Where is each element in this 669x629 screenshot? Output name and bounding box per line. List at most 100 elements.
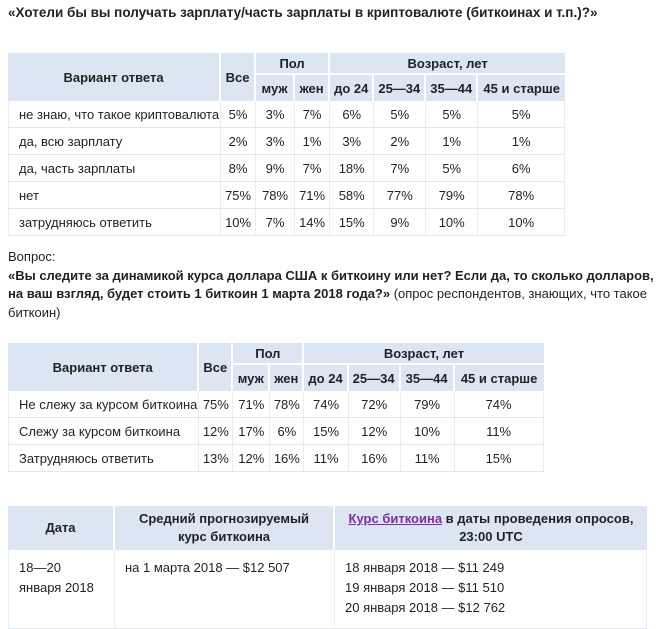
percent-value: 18% xyxy=(330,155,375,182)
percent-value: 5% xyxy=(426,155,479,182)
percent-value: 71% xyxy=(233,391,271,418)
percent-value: 3% xyxy=(256,128,296,155)
percent-value: 2% xyxy=(221,128,257,155)
percent-value: 14% xyxy=(295,209,331,236)
question2-block: Вопрос: «Вы следите за динамикой курса д… xyxy=(8,248,661,322)
percent-value: 15% xyxy=(454,445,544,472)
table-row: да, всю зарплату 2% 3% 1% 3% 2% 1% 1% xyxy=(8,128,566,155)
col-header-age-35-44: 35—44 xyxy=(400,365,455,391)
percent-value: 10% xyxy=(478,209,566,236)
percent-value: 7% xyxy=(374,155,427,182)
col-group-age: Возраст, лет xyxy=(330,53,566,75)
percent-value: 78% xyxy=(256,182,296,209)
rate-line: 19 января 2018 — $11 510 xyxy=(345,580,505,595)
col-header-age-45plus: 45 и старше xyxy=(478,75,566,101)
bitcoin-tracking-table: Вариант ответа Все Пол Возраст, лет муж … xyxy=(8,343,544,472)
percent-value: 8% xyxy=(221,155,257,182)
percent-value: 10% xyxy=(426,209,479,236)
table-row: 18—20 января 2018 на 1 марта 2018 — $12 … xyxy=(8,550,647,629)
table-row: не знаю, что такое криптовалюта 5% 3% 7%… xyxy=(8,101,566,128)
percent-value: 16% xyxy=(348,445,401,472)
answer-label: Затрудняюсь ответить xyxy=(8,445,200,472)
percent-value: 16% xyxy=(270,445,305,472)
col-header-answer-option: Вариант ответа xyxy=(8,53,222,101)
percent-value: 12% xyxy=(348,418,401,445)
col-header-actual-rate: Курс биткоина в даты проведения опросов,… xyxy=(335,506,647,550)
table-row: Не слежу за курсом биткоина 75% 71% 78% … xyxy=(8,391,544,418)
col-header-age-under24: до 24 xyxy=(330,75,375,101)
table-row: затрудняюсь ответить 10% 7% 14% 15% 9% 1… xyxy=(8,209,566,236)
rate-line: 20 января 2018 — $12 762 xyxy=(345,600,506,615)
percent-value: 71% xyxy=(295,182,331,209)
col-header-all: Все xyxy=(199,343,234,391)
percent-value: 11% xyxy=(400,445,455,472)
percent-value: 79% xyxy=(426,182,479,209)
col-header-female: жен xyxy=(295,75,331,101)
actual-rates: 18 января 2018 — $11 249 19 января 2018 … xyxy=(335,550,647,629)
percent-value: 12% xyxy=(233,445,271,472)
bitcoin-rate-link[interactable]: Курс биткоина xyxy=(348,511,443,526)
percent-value: 9% xyxy=(374,209,427,236)
percent-value: 72% xyxy=(348,391,401,418)
forecast-value: на 1 марта 2018 — $12 507 xyxy=(115,550,335,629)
col-header-female: жен xyxy=(270,365,305,391)
percent-value: 17% xyxy=(233,418,271,445)
crypto-salary-table: Вариант ответа Все Пол Возраст, лет муж … xyxy=(8,53,566,236)
answer-label: да, всю зарплату xyxy=(8,128,222,155)
col-header-answer-option: Вариант ответа xyxy=(8,343,200,391)
col-header-age-35-44: 35—44 xyxy=(426,75,479,101)
percent-value: 7% xyxy=(295,155,331,182)
percent-value: 3% xyxy=(256,101,296,128)
percent-value: 7% xyxy=(295,101,331,128)
percent-value: 9% xyxy=(256,155,296,182)
question2-label: Вопрос: xyxy=(8,249,56,264)
percent-value: 1% xyxy=(426,128,479,155)
col-header-avg-forecast: Средний прогнозируемый курс биткоина xyxy=(115,506,335,550)
percent-value: 7% xyxy=(256,209,296,236)
survey-date: 18—20 января 2018 xyxy=(8,550,115,629)
answer-label: затрудняюсь ответить xyxy=(8,209,222,236)
answer-label: да, часть зарплаты xyxy=(8,155,222,182)
col-header-age-under24: до 24 xyxy=(304,365,349,391)
percent-value: 12% xyxy=(199,418,234,445)
percent-value: 2% xyxy=(374,128,427,155)
col-header-all: Все xyxy=(221,53,257,101)
percent-value: 75% xyxy=(221,182,257,209)
col-header-male: муж xyxy=(256,75,296,101)
table-row: Затрудняюсь ответить 13% 12% 16% 11% 16%… xyxy=(8,445,544,472)
bitcoin-rate-table: Дата Средний прогнозируемый курс биткоин… xyxy=(8,506,647,629)
col-header-actual-rate-text: в даты проведения опросов, 23:00 UTC xyxy=(442,511,634,544)
answer-label: Не слежу за курсом биткоина xyxy=(8,391,200,418)
question1-title: «Хотели бы вы получать зарплату/часть за… xyxy=(8,5,598,20)
answer-label: Слежу за курсом биткоина xyxy=(8,418,200,445)
percent-value: 11% xyxy=(454,418,544,445)
question2-text: «Вы следите за динамикой курса доллара С… xyxy=(8,267,661,323)
percent-value: 1% xyxy=(295,128,331,155)
percent-value: 5% xyxy=(221,101,257,128)
col-group-age: Возраст, лет xyxy=(304,343,544,365)
col-header-date: Дата xyxy=(8,506,115,550)
percent-value: 10% xyxy=(400,418,455,445)
percent-value: 11% xyxy=(304,445,349,472)
col-header-age-45plus: 45 и старше xyxy=(454,365,544,391)
percent-value: 79% xyxy=(400,391,455,418)
percent-value: 78% xyxy=(478,182,566,209)
percent-value: 77% xyxy=(374,182,427,209)
answer-label: не знаю, что такое криптовалюта xyxy=(8,101,222,128)
col-header-age-25-34: 25—34 xyxy=(374,75,427,101)
percent-value: 6% xyxy=(270,418,305,445)
percent-value: 75% xyxy=(199,391,234,418)
percent-value: 1% xyxy=(478,128,566,155)
percent-value: 10% xyxy=(221,209,257,236)
percent-value: 5% xyxy=(478,101,566,128)
rate-line: 18 января 2018 — $11 249 xyxy=(345,560,505,575)
percent-value: 74% xyxy=(304,391,349,418)
percent-value: 58% xyxy=(330,182,375,209)
table-row: Слежу за курсом биткоина 12% 17% 6% 15% … xyxy=(8,418,544,445)
question2-bold-text: «Вы следите за динамикой курса доллара С… xyxy=(8,267,654,302)
answer-label: нет xyxy=(8,182,222,209)
question2-note: (опрос респондентов, знающих, что такое … xyxy=(8,286,648,320)
percent-value: 6% xyxy=(330,101,375,128)
table-row: да, часть зарплаты 8% 9% 7% 18% 7% 5% 6% xyxy=(8,155,566,182)
